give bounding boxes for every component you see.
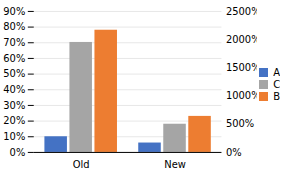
svg-text:40%: 40% [3,84,25,95]
svg-text:80%: 80% [3,21,25,32]
svg-text:90%: 90% [3,5,25,16]
svg-text:20%: 20% [3,115,25,126]
html-text:C: C [273,78,281,90]
svg-text:30%: 30% [3,99,25,110]
html-text:A: A [273,66,280,78]
svg-text:Old: Old [73,159,90,170]
svg-text:1500%: 1500% [226,62,257,73]
svg-text:500%: 500% [226,118,254,129]
html-text:B: B [273,90,281,102]
svg-text:2500%: 2500% [226,5,257,16]
svg-text:10%: 10% [3,131,25,142]
svg-text:60%: 60% [3,52,25,63]
svg-text:0%: 0% [226,146,242,157]
svg-text:1000%: 1000% [226,90,257,101]
svg-text:70%: 70% [3,37,25,48]
svg-text:50%: 50% [3,68,25,79]
svg-text:2000%: 2000% [226,33,257,44]
svg-text:0%: 0% [10,146,26,157]
svg-text:New: New [164,159,186,170]
